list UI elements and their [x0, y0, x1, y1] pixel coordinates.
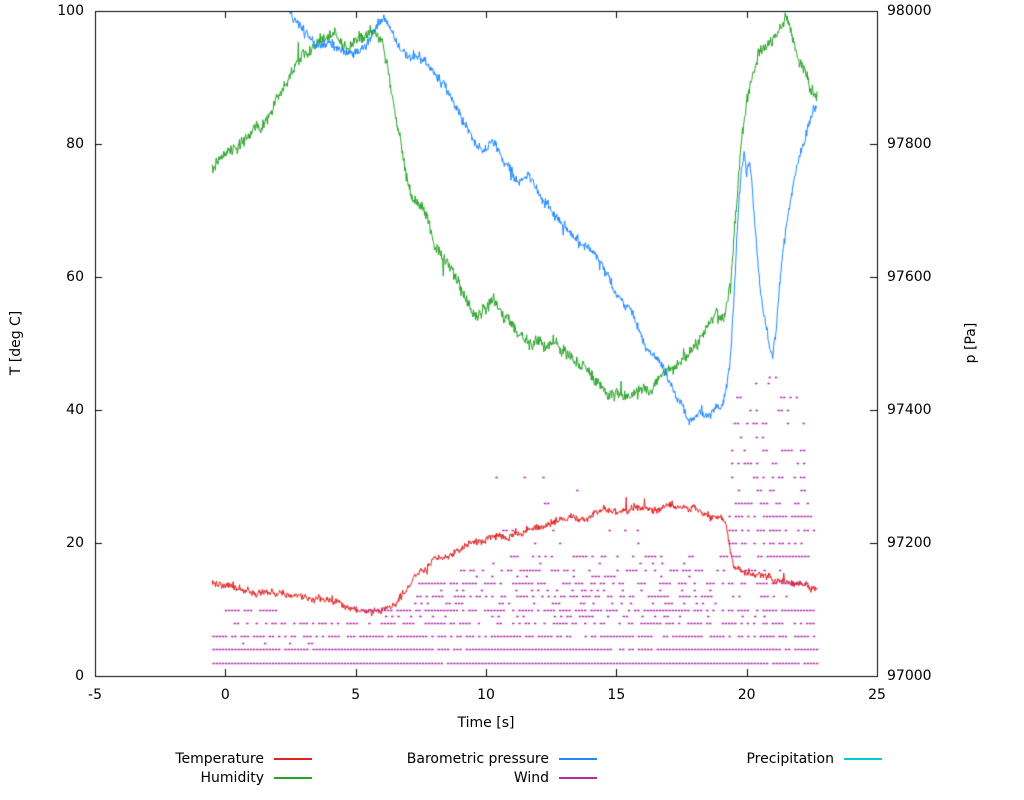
legend-line-precipitation-icon	[844, 758, 882, 760]
y-right-tick-label: 97800	[887, 136, 932, 152]
legend-label-barometric-pressure: Barometric pressure	[406, 751, 549, 767]
legend-line-barometric-pressure-icon	[559, 758, 597, 760]
legend-label-precipitation: Precipitation	[746, 751, 834, 767]
legend-entry-humidity: Humidity	[201, 771, 312, 785]
y-right-tick-label: 97200	[887, 535, 932, 551]
legend-label-humidity: Humidity	[200, 770, 264, 786]
y-right-tick-label: 97600	[887, 269, 932, 285]
y-right-tick-label: 97400	[887, 402, 932, 418]
legend-label-wind: Wind	[513, 770, 549, 786]
y-left-tick-label: 20	[66, 535, 84, 551]
y-left-tick-label: 0	[75, 668, 84, 684]
legend-entry-barometric-pressure: Barometric pressure	[407, 752, 597, 766]
y-left-tick-label: 80	[66, 136, 84, 152]
legend-line-wind-icon	[559, 777, 597, 779]
x-tick-label: 5	[351, 687, 361, 703]
y-right-tick-label: 98000	[887, 3, 932, 19]
y-right-tick-label: 97000	[887, 668, 932, 684]
x-tick-label: 25	[868, 687, 886, 703]
legend-entry-precipitation: Precipitation	[746, 752, 882, 766]
x-tick-label: -5	[88, 687, 102, 703]
legend-line-temperature-icon	[274, 758, 312, 760]
x-tick-label: 10	[477, 687, 495, 703]
y-left-tick-label: 40	[66, 402, 84, 418]
y-axis-label-left: T [deg C]	[8, 310, 24, 376]
y-axis-label-right: p [Pa]	[963, 322, 979, 364]
legend-label-temperature: Temperature	[175, 751, 264, 767]
y-left-tick-label: 60	[66, 269, 84, 285]
x-axis-label: Time [s]	[457, 715, 515, 731]
x-tick-label: 0	[220, 687, 230, 703]
legend-entry-wind: Wind	[514, 771, 597, 785]
y-left-tick-label: 100	[57, 3, 84, 19]
x-tick-label: 15	[607, 687, 626, 703]
legend-entry-temperature: Temperature	[175, 752, 312, 766]
x-tick-label: 20	[737, 687, 756, 703]
legend-line-humidity-icon	[274, 777, 312, 779]
